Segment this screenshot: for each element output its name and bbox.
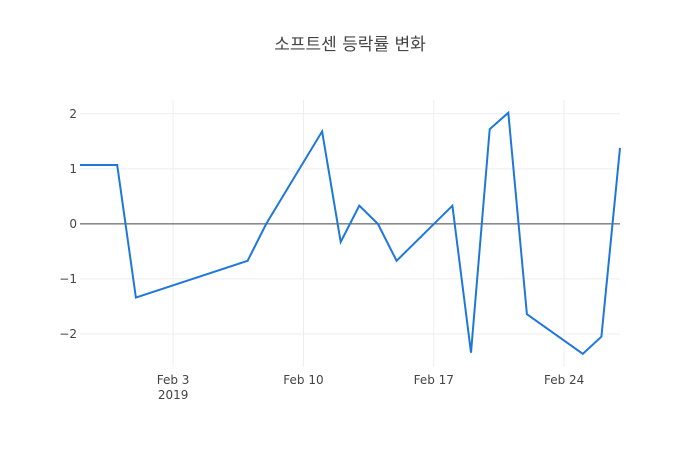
x-tick-label: Feb 24 — [544, 373, 584, 387]
x-tick-label: Feb 17 — [414, 373, 454, 387]
chart-title: 소프트센 등락률 변화 — [274, 35, 426, 55]
x-tick-label: Feb 10 — [283, 373, 323, 387]
y-axis-ticks: 2 1 0 −1 −2 — [59, 107, 77, 341]
y-tick-label: 1 — [69, 162, 77, 176]
series-layer — [80, 110, 621, 356]
y-tick-label: −2 — [59, 327, 77, 341]
x-tick-year-label: 2019 — [158, 388, 189, 402]
y-tick-label: 2 — [69, 107, 77, 121]
y-tick-label: 0 — [69, 217, 77, 231]
x-tick-label: Feb 3 — [157, 373, 190, 387]
grid — [80, 100, 620, 367]
series-line — [80, 110, 621, 356]
y-tick-label: −1 — [59, 272, 77, 286]
